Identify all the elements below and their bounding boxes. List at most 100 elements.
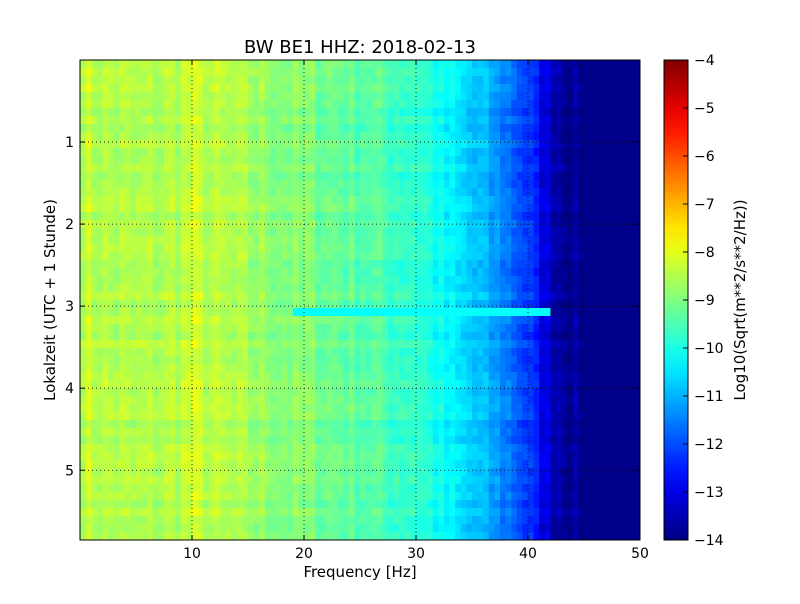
heatmap-cell [455,108,462,117]
heatmap-cell [360,396,367,405]
heatmap-cell [276,188,283,197]
heatmap-cell [236,332,243,341]
heatmap-cell [623,396,630,405]
heatmap-cell [505,372,512,381]
heatmap-cell [225,428,232,437]
heatmap-cell [91,436,98,445]
heatmap-cell [348,284,355,293]
heatmap-cell [584,132,591,141]
heatmap-cell [164,164,171,173]
heatmap-cell [561,212,568,221]
heatmap-cell [617,236,624,245]
heatmap-cell [544,444,551,453]
heatmap-cell [399,260,406,269]
heatmap-cell [376,364,383,373]
heatmap-cell [488,108,495,117]
heatmap-cell [309,156,316,165]
heatmap-cell [427,276,434,285]
heatmap-cell [561,260,568,269]
heatmap-cell [589,284,596,293]
heatmap-cell [220,108,227,117]
heatmap-cell [634,228,640,237]
heatmap-cell [500,316,507,325]
heatmap-cell [432,428,439,437]
heatmap-cell [376,196,383,205]
heatmap-cell [130,292,137,301]
heatmap-cell [572,388,579,397]
heatmap-cell [304,284,311,293]
heatmap-cell [460,68,467,77]
heatmap-cell [292,228,299,237]
heatmap-cell [432,132,439,141]
heatmap-cell [567,404,574,413]
heatmap-cell [236,324,243,333]
heatmap-cell [522,276,529,285]
heatmap-cell [309,348,316,357]
heatmap-cell [600,452,607,461]
heatmap-cell [444,84,451,93]
heatmap-cell [438,300,445,309]
heatmap-cell [628,276,635,285]
heatmap-cell [348,308,355,317]
heatmap-cell [460,364,467,373]
heatmap-cell [623,164,630,173]
heatmap-cell [505,92,512,101]
heatmap-cell [242,92,249,101]
heatmap-cell [281,444,288,453]
heatmap-cell [595,372,602,381]
heatmap-cell [371,132,378,141]
heatmap-cell [612,220,619,229]
heatmap-cell [360,324,367,333]
heatmap-cell [511,316,518,325]
heatmap-cell [365,124,372,133]
heatmap-cell [432,444,439,453]
heatmap-cell [141,252,148,261]
heatmap-cell [522,388,529,397]
heatmap-cell [152,412,159,421]
heatmap-cell [483,76,490,85]
heatmap-cell [584,228,591,237]
heatmap-cell [376,284,383,293]
heatmap-cell [427,156,434,165]
heatmap-cell [281,84,288,93]
heatmap-cell [113,148,120,157]
heatmap-cell [292,268,299,277]
heatmap-cell [393,420,400,429]
heatmap-cell [600,348,607,357]
heatmap-cell [634,388,640,397]
heatmap-cell [500,436,507,445]
heatmap-cell [236,428,243,437]
heatmap-cell [304,364,311,373]
heatmap-cell [102,204,109,213]
heatmap-cell [449,428,456,437]
heatmap-cell [572,132,579,141]
heatmap-cell [421,76,428,85]
heatmap-cell [494,276,501,285]
heatmap-cell [371,164,378,173]
heatmap-cell [505,116,512,125]
heatmap-cell [343,180,350,189]
heatmap-cell [432,348,439,357]
heatmap-cell [113,228,120,237]
heatmap-cell [337,156,344,165]
heatmap-cell [91,204,98,213]
heatmap-cell [242,84,249,93]
heatmap-cell [477,124,484,133]
heatmap-cell [253,428,260,437]
heatmap-cell [382,220,389,229]
heatmap-cell [455,172,462,181]
heatmap-cell [264,132,271,141]
heatmap-cell [225,364,232,373]
heatmap-cell [393,196,400,205]
heatmap-cell [617,116,624,125]
heatmap-cell [404,308,411,317]
heatmap-cell [466,252,473,261]
heatmap-cell [192,172,199,181]
heatmap-cell [511,452,518,461]
heatmap-cell [85,436,92,445]
heatmap-cell [152,148,159,157]
heatmap-cell [511,108,518,117]
heatmap-cell [432,388,439,397]
heatmap-cell [242,188,249,197]
heatmap-cell [421,108,428,117]
